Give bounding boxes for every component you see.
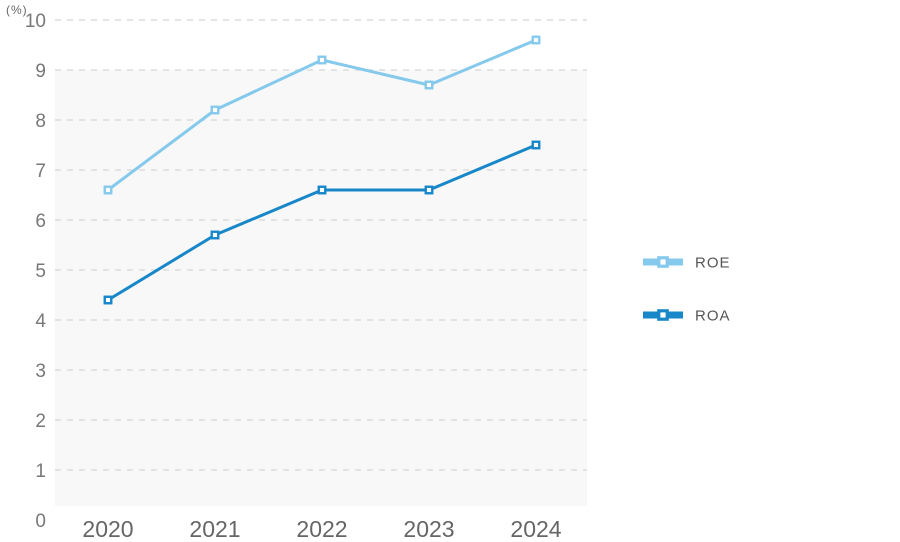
roe-marker-2023 <box>424 80 434 90</box>
roa-marker-2021 <box>210 230 220 240</box>
roa-marker-2022 <box>317 185 327 195</box>
y-axis-unit-label: (%) <box>6 3 28 17</box>
roe-marker-2022 <box>317 55 327 65</box>
plot-area-band <box>55 70 587 506</box>
x-tick-label-2022: 2022 <box>296 516 347 542</box>
legend-item-roa: ROA <box>643 308 731 325</box>
y-tick-label-9: 9 <box>35 61 46 82</box>
y-tick-label-6: 6 <box>35 211 46 232</box>
x-axis-labels: 2020 2021 2022 2023 2024 <box>82 516 561 542</box>
x-tick-label-2020: 2020 <box>82 516 133 542</box>
roe-marker-2024 <box>531 35 541 45</box>
y-tick-label-4: 4 <box>35 311 46 332</box>
y-axis-labels: 0 1 2 3 4 5 6 7 8 9 10 <box>25 11 47 532</box>
roe-marker-2020 <box>103 185 113 195</box>
y-tick-label-3: 3 <box>35 361 46 382</box>
legend-swatch-marker-roe <box>657 256 669 268</box>
legend: ROE ROA <box>643 255 731 325</box>
legend-item-roe: ROE <box>643 255 731 272</box>
roa-marker-2020 <box>103 295 113 305</box>
x-tick-label-2023: 2023 <box>403 516 454 542</box>
roa-marker-2024 <box>531 140 541 150</box>
plot-area-band-rect <box>55 70 587 506</box>
legend-label-roa: ROA <box>695 308 731 325</box>
x-tick-label-2021: 2021 <box>189 516 240 542</box>
y-tick-label-5: 5 <box>35 261 46 282</box>
roa-marker-2023 <box>424 185 434 195</box>
y-tick-label-2: 2 <box>35 411 46 432</box>
legend-label-roe: ROE <box>695 255 731 272</box>
x-tick-label-2024: 2024 <box>510 516 561 542</box>
y-tick-label-10: 10 <box>25 11 46 32</box>
y-tick-label-0: 0 <box>35 511 46 532</box>
y-tick-label-7: 7 <box>35 161 46 182</box>
roe-marker-2021 <box>210 105 220 115</box>
legend-swatch-marker-roa <box>657 309 669 321</box>
y-tick-label-1: 1 <box>35 461 46 482</box>
gridlines <box>55 19 587 471</box>
data-series <box>103 35 541 305</box>
y-tick-label-8: 8 <box>35 111 46 132</box>
